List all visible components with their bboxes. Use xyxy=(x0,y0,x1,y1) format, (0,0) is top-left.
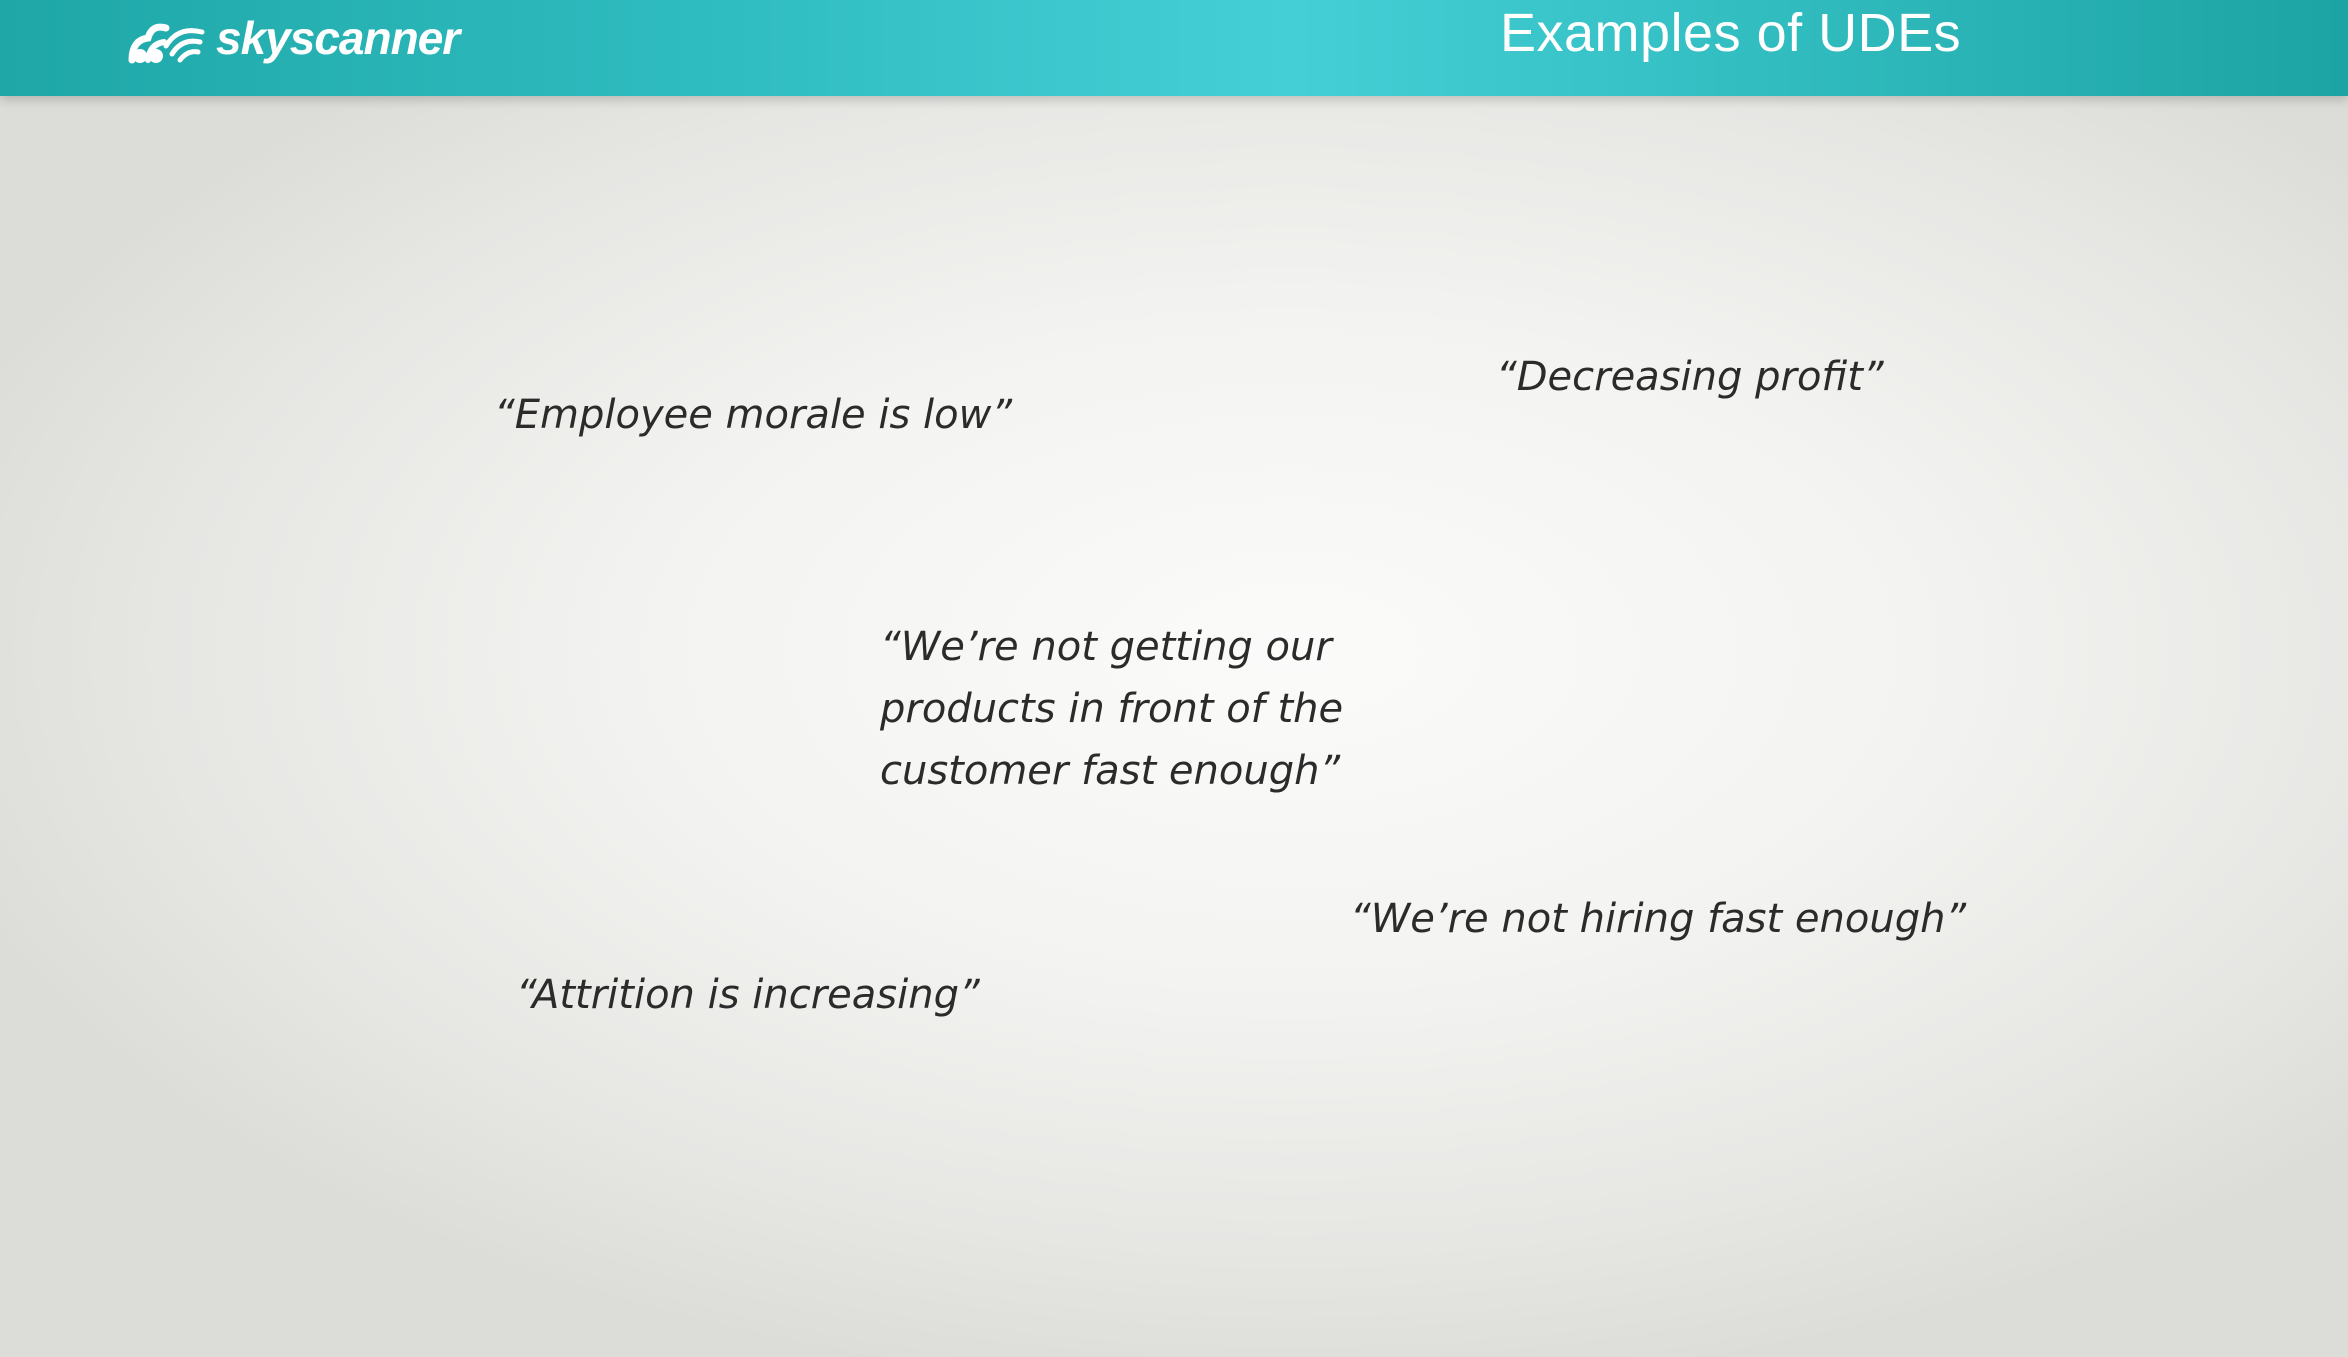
quote-decreasing-profit: “Decreasing profit” xyxy=(1496,354,1884,400)
skyscanner-logo-icon xyxy=(128,23,205,64)
logo-text: skyscanner xyxy=(216,12,460,64)
skyscanner-logo: skyscanner xyxy=(126,8,460,68)
slide-title: Examples of UDEs xyxy=(1500,3,1962,63)
quote-products-to-customer: “We’re not getting our products in front… xyxy=(880,624,1344,794)
quote-employee-morale: “Employee morale is low” xyxy=(494,392,1013,438)
quote-attrition: “Attrition is increasing” xyxy=(516,972,980,1018)
slide-header: skyscanner Examples of UDEs xyxy=(0,0,2348,96)
quote-hiring: “We’re not hiring fast enough” xyxy=(1350,896,1967,942)
